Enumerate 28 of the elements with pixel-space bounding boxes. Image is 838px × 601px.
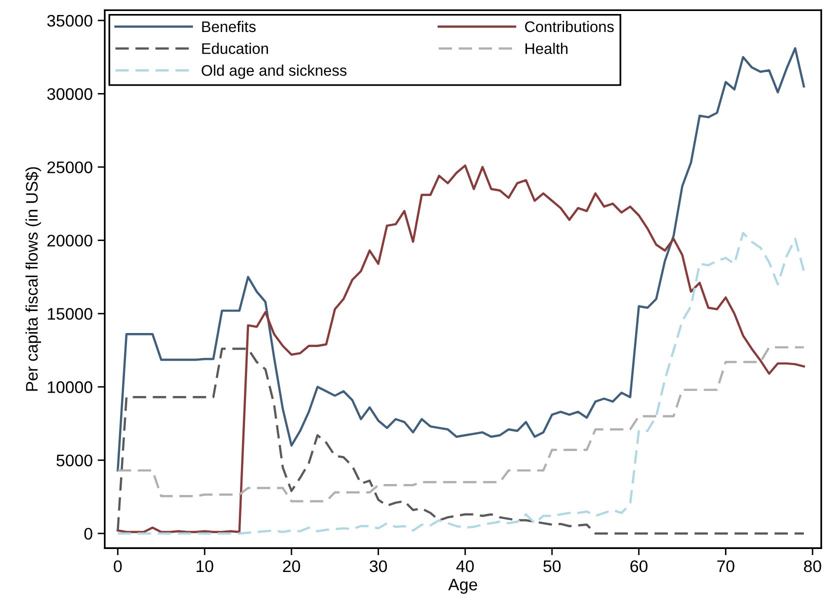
y-tick-label: 30000 [47, 88, 92, 100]
line-series [116, 346, 805, 502]
y-tick-label: 15000 [48, 308, 92, 320]
y-tick-label: 5000 [56, 454, 92, 466]
y-tick-label: 25000 [47, 161, 92, 174]
x-tick-label: 0 [114, 560, 122, 572]
y-tick-label: 35000 [47, 14, 92, 27]
line-series [116, 164, 805, 534]
x-tick-label: 30 [370, 560, 387, 572]
y-axis-title: Per capita fiscal flows (in US$) [25, 167, 42, 391]
line-series [116, 348, 805, 535]
legend-label: Health [526, 42, 568, 54]
x-tick-label: 50 [543, 560, 561, 572]
x-axis-title: Age [448, 578, 478, 594]
legend-label: Old age and sickness [202, 64, 347, 79]
y-tick-label: 0 [84, 528, 92, 540]
legend-label: Education [202, 42, 268, 54]
y-tick-label: 20000 [47, 234, 92, 247]
x-tick-label: 10 [196, 560, 214, 572]
x-tick-label: 70 [717, 560, 734, 572]
x-tick-label: 40 [456, 560, 474, 572]
x-tick-label: 60 [630, 560, 648, 572]
line-series [116, 232, 805, 535]
x-tick-label: 80 [804, 560, 822, 572]
legend-label: Benefits [202, 20, 256, 32]
y-tick-label: 10000 [48, 381, 92, 394]
legend-label: Contributions [525, 20, 614, 32]
x-tick-label: 20 [283, 560, 300, 572]
